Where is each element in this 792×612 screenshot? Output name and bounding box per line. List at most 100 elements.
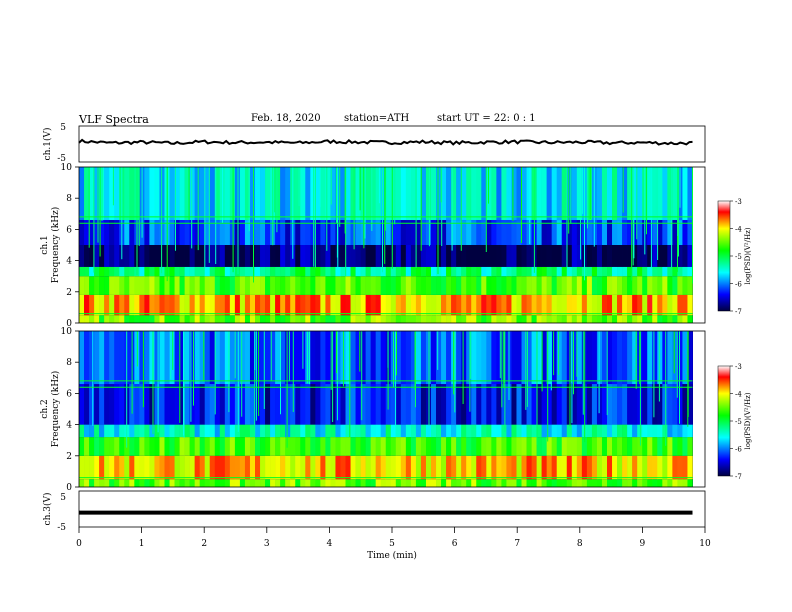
spectrogram-cell (400, 276, 407, 295)
spectrogram-cell (365, 294, 371, 316)
spectrogram-cell (380, 424, 387, 438)
spectrogram-cell (154, 315, 160, 323)
spectrogram-cell (436, 220, 442, 245)
spectrogram-cell (325, 455, 331, 480)
spectrogram-cell (385, 167, 392, 221)
spectrogram-cell (139, 331, 145, 385)
time-xtick-label: 3 (264, 539, 270, 549)
spectrogram-cell (576, 455, 583, 480)
spectrogram-cell (300, 245, 306, 267)
spectrogram-cell (531, 437, 537, 456)
spectrogram-cell (219, 266, 226, 277)
spectrogram-cell (234, 424, 241, 438)
spectrogram-cell (551, 245, 558, 267)
spectrogram-cell (400, 437, 407, 456)
spectrogram-cell (456, 384, 462, 425)
spectrogram-cell (229, 424, 236, 438)
spectrogram-cell (84, 276, 90, 295)
spectrogram-cell (270, 245, 276, 267)
spectrogram-cell (209, 479, 216, 487)
spectrogram-cell (169, 424, 175, 438)
spectrogram-cell (546, 245, 552, 267)
spectrogram-cell (335, 479, 341, 487)
spectrogram-cell (501, 384, 507, 425)
spectrogram-cell (591, 315, 598, 323)
ch1-panel-label: ch.1 (40, 235, 50, 254)
spectrogram-cell (400, 384, 407, 425)
spectrogram-cell (280, 424, 286, 438)
spectrogram-cell (345, 437, 351, 456)
spectrogram-cell (270, 384, 276, 425)
spectrogram-cell (627, 384, 633, 425)
spectrogram-cell (566, 220, 573, 245)
spectrogram-cell (657, 479, 663, 487)
spectrogram-cell (375, 424, 382, 438)
spectrogram-cell (134, 455, 140, 480)
spectrogram-cell (652, 384, 658, 425)
colorbar-tick-label: -3 (735, 198, 742, 206)
spectrogram-cell (174, 455, 180, 480)
spectrogram-cell (672, 437, 678, 456)
spectrogram-cell (667, 479, 673, 487)
spectrogram-cell (129, 455, 135, 480)
spectrogram-cell (144, 455, 150, 480)
spectrogram-cell (541, 276, 547, 295)
spectrogram-cell (199, 276, 206, 295)
spectrogram-cell (486, 294, 492, 316)
colorbar-tick-label: -4 (735, 226, 742, 234)
spectrogram-cell (451, 245, 457, 267)
spectrogram-cell (370, 437, 376, 456)
spectrogram-cell (652, 437, 658, 456)
spectrogram-cell (501, 437, 507, 456)
spectrogram-cell (471, 479, 477, 487)
spectrogram-cell (114, 266, 120, 277)
spectrogram-cell (385, 455, 392, 480)
spectrogram-cell (546, 331, 552, 385)
spectrogram-cell (415, 437, 422, 456)
spectrogram-cell (516, 315, 522, 323)
spectrogram-cell (425, 220, 432, 245)
spectrogram-cell (405, 315, 412, 323)
spectrogram-cell (275, 437, 281, 456)
spectrogram-cell (521, 266, 527, 277)
spectrogram-cell (179, 167, 185, 221)
colorbar-tick-label: -3 (735, 363, 742, 371)
spectrogram-cell (330, 437, 336, 456)
spectrogram-cell (340, 220, 346, 245)
spectrogram-cell (224, 220, 231, 245)
spectrogram-cell (556, 276, 563, 295)
spectrogram-cell (265, 245, 271, 267)
spectrogram-cell (420, 266, 427, 277)
spectrogram-cell (375, 384, 382, 425)
spectrogram-cell (244, 331, 251, 385)
spectrogram-cell (305, 294, 311, 316)
spectrogram-cell (249, 384, 256, 425)
spectrogram-cell (285, 437, 291, 456)
spectrogram-cell (405, 424, 412, 438)
spectrogram-cell (79, 384, 85, 425)
spectrogram-cell (139, 294, 145, 316)
spectrogram-cell (420, 437, 427, 456)
spectrogram-cell (642, 276, 648, 295)
spectrogram-cell (637, 437, 643, 456)
spectrogram-cell (612, 276, 618, 295)
spectrogram-cell (410, 424, 417, 438)
spectrogram-cell (667, 315, 673, 323)
spectrogram-cell (672, 245, 678, 267)
spectrogram-cell (124, 276, 130, 295)
spectrogram-cell (365, 424, 371, 438)
spectrogram-cell (84, 384, 90, 425)
spectrogram-cell (531, 331, 537, 385)
spectrogram-cell (506, 294, 512, 316)
spectrogram-cell (420, 479, 427, 487)
spectrogram-cell (607, 315, 613, 323)
spectrogram-cell (320, 294, 326, 316)
spectrogram-cell (571, 479, 578, 487)
spectrogram-cell (446, 276, 452, 295)
spectrogram-cell (526, 294, 532, 316)
spectrogram-cell (330, 167, 336, 221)
spectrogram-cell (315, 384, 321, 425)
spectrogram-cell (144, 167, 150, 221)
spectrogram-cell (174, 245, 180, 267)
